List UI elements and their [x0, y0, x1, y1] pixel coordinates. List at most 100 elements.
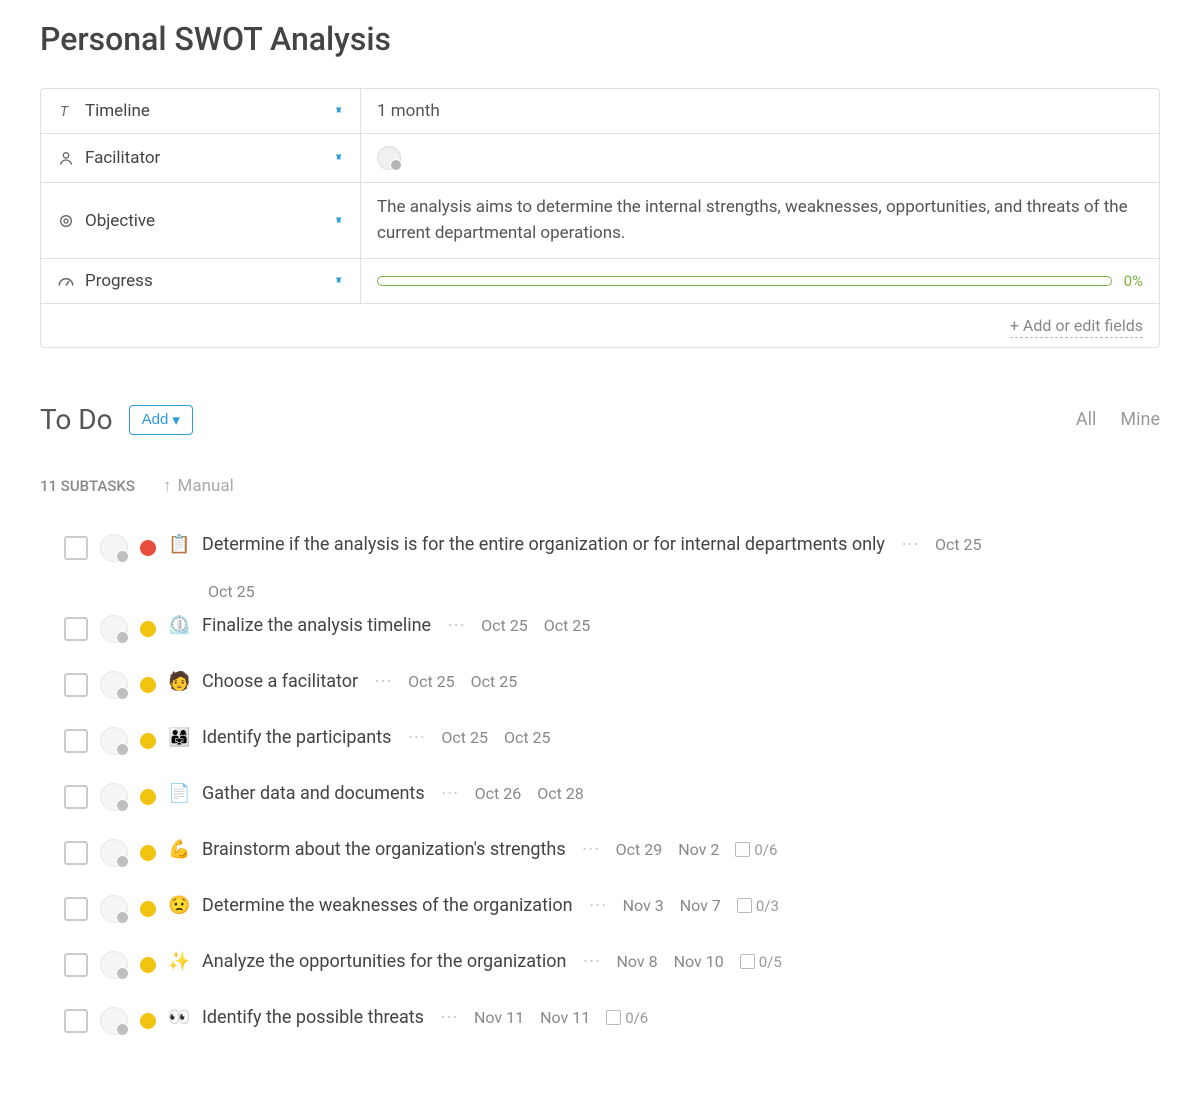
task-start-date[interactable]: Oct 29: [616, 840, 663, 859]
task-start-date[interactable]: Nov 8: [616, 952, 657, 971]
task-start-date[interactable]: Oct 25: [935, 535, 982, 554]
task-end-date[interactable]: Oct 25: [544, 616, 591, 635]
task-row[interactable]: ✨Analyze the opportunities for the organ…: [40, 937, 1160, 993]
priority-indicator: [140, 845, 156, 861]
task-row[interactable]: 😟Determine the weaknesses of the organiz…: [40, 881, 1160, 937]
task-end-date[interactable]: Oct 25: [504, 728, 551, 747]
pin-icon[interactable]: [332, 215, 344, 227]
fields-panel: T Timeline 1 month Facilitator: [40, 88, 1160, 348]
task-title[interactable]: Finalize the analysis timeline: [202, 615, 431, 636]
task-title[interactable]: Gather data and documents: [202, 783, 425, 804]
field-value[interactable]: 1 month: [361, 89, 1159, 133]
task-main: Choose a facilitator⋯Oct 25Oct 25: [202, 671, 1160, 692]
task-row[interactable]: 🧑Choose a facilitator⋯Oct 25Oct 25: [40, 657, 1160, 713]
field-row-facilitator[interactable]: Facilitator: [41, 134, 1159, 183]
task-title[interactable]: Identify the possible threats: [202, 1007, 424, 1028]
task-end-date[interactable]: Nov 2: [678, 840, 719, 859]
task-title[interactable]: Determine if the analysis is for the ent…: [202, 534, 885, 555]
task-main: Brainstorm about the organization's stre…: [202, 839, 1160, 860]
task-title[interactable]: Analyze the opportunities for the organi…: [202, 951, 566, 972]
add-button[interactable]: Add ▾: [129, 405, 193, 435]
task-end-date[interactable]: Oct 25: [471, 672, 518, 691]
task-end-date[interactable]: Nov 11: [540, 1008, 590, 1027]
assignee-avatar-empty[interactable]: [100, 727, 128, 755]
assignee-avatar-empty[interactable]: [100, 839, 128, 867]
assignee-avatar-empty[interactable]: [377, 146, 401, 170]
assignee-avatar-empty[interactable]: [100, 671, 128, 699]
meta-separator-icon: ⋯: [447, 617, 465, 635]
priority-indicator: [140, 677, 156, 693]
task-main: Determine the weaknesses of the organiza…: [202, 895, 1160, 916]
add-button-label: Add: [142, 411, 169, 428]
task-title[interactable]: Identify the participants: [202, 727, 391, 748]
sort-mode-label: Manual: [178, 476, 234, 496]
meta-separator-icon: ⋯: [407, 729, 425, 747]
pin-icon[interactable]: [332, 105, 344, 117]
todo-title: To Do: [40, 403, 113, 436]
task-start-date[interactable]: Oct 25: [408, 672, 455, 691]
task-title[interactable]: Determine the weaknesses of the organiza…: [202, 895, 573, 916]
task-row[interactable]: 📋 Determine if the analysis is for the en…: [40, 520, 1160, 576]
task-row[interactable]: 💪Brainstorm about the organization's str…: [40, 825, 1160, 881]
task-start-date[interactable]: Nov 3: [623, 896, 664, 915]
assignee-avatar-empty[interactable]: [100, 534, 128, 562]
task-checkbox[interactable]: [64, 617, 88, 641]
svg-text:T: T: [60, 104, 69, 119]
filter-mine[interactable]: Mine: [1120, 409, 1160, 430]
add-fields-row: + Add or edit fields: [41, 304, 1159, 347]
field-value[interactable]: 0%: [361, 259, 1159, 303]
task-row[interactable]: 👀Identify the possible threats⋯Nov 11Nov…: [40, 993, 1160, 1049]
field-row-progress[interactable]: Progress 0%: [41, 259, 1159, 304]
task-start-date[interactable]: Oct 25: [481, 616, 528, 635]
task-title[interactable]: Brainstorm about the organization's stre…: [202, 839, 566, 860]
task-end-date[interactable]: Nov 10: [674, 952, 724, 971]
task-checkbox[interactable]: [64, 729, 88, 753]
field-row-timeline[interactable]: T Timeline 1 month: [41, 89, 1159, 134]
meta-separator-icon: ⋯: [582, 953, 600, 971]
field-label: Progress: [85, 271, 153, 291]
task-title[interactable]: Choose a facilitator: [202, 671, 358, 692]
task-row[interactable]: 📄Gather data and documents⋯Oct 26Oct 28: [40, 769, 1160, 825]
filter-tabs: All Mine: [1076, 409, 1160, 430]
meta-separator-icon: ⋯: [582, 841, 600, 859]
task-checkbox[interactable]: [64, 897, 88, 921]
task-checkbox[interactable]: [64, 673, 88, 697]
field-value[interactable]: [361, 134, 1159, 182]
task-checkbox[interactable]: [64, 953, 88, 977]
sort-mode[interactable]: ↑ Manual: [163, 476, 234, 496]
task-row[interactable]: ⏲️ Finalize the analysis timeline ⋯ Oct 25 O…: [40, 601, 1160, 657]
pin-icon[interactable]: [332, 152, 344, 164]
checklist-count[interactable]: 0/6: [606, 1009, 648, 1027]
checklist-count[interactable]: 0/5: [740, 953, 782, 971]
task-end-date[interactable]: Oct 28: [537, 784, 584, 803]
task-start-date[interactable]: Oct 25: [441, 728, 488, 747]
task-checkbox[interactable]: [64, 841, 88, 865]
task-checkbox[interactable]: [64, 536, 88, 560]
assignee-avatar-empty[interactable]: [100, 951, 128, 979]
field-row-objective[interactable]: Objective The analysis aims to determine…: [41, 183, 1159, 259]
task-emoji-icon: 📋: [168, 534, 190, 555]
task-checkbox[interactable]: [64, 785, 88, 809]
checklist-count[interactable]: 0/6: [735, 841, 777, 859]
task-row[interactable]: 👨‍👩‍👧Identify the participants⋯Oct 25Oct…: [40, 713, 1160, 769]
assignee-avatar-empty[interactable]: [100, 895, 128, 923]
task-start-date[interactable]: Nov 11: [474, 1008, 524, 1027]
task-emoji-icon: ⏲️: [168, 615, 190, 636]
filter-all[interactable]: All: [1076, 409, 1097, 430]
add-or-edit-fields-link[interactable]: + Add or edit fields: [1010, 316, 1143, 338]
task-end-date[interactable]: Nov 7: [680, 896, 721, 915]
assignee-avatar-empty[interactable]: [100, 783, 128, 811]
task-start-date[interactable]: Oct 26: [475, 784, 522, 803]
field-value[interactable]: The analysis aims to determine the inter…: [361, 183, 1159, 258]
assignee-avatar-empty[interactable]: [100, 1007, 128, 1035]
task-checkbox[interactable]: [64, 1009, 88, 1033]
task-end-date[interactable]: Oct 25: [40, 582, 1160, 601]
pin-icon[interactable]: [332, 275, 344, 287]
checklist-count[interactable]: 0/3: [737, 897, 779, 915]
assignee-avatar-empty[interactable]: [100, 615, 128, 643]
priority-indicator: [140, 621, 156, 637]
field-label: Facilitator: [85, 148, 160, 168]
meta-separator-icon: ⋯: [441, 785, 459, 803]
field-label-cell: Progress: [41, 259, 361, 303]
field-label-cell: T Timeline: [41, 89, 361, 133]
